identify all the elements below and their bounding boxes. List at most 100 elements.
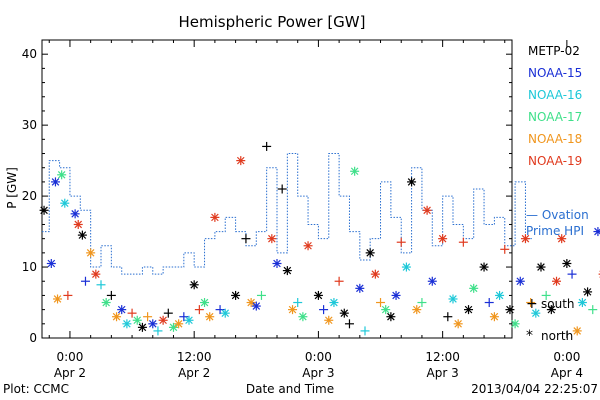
observation-south-point: [334, 276, 344, 286]
x-tick-date: Apr 3: [302, 366, 334, 380]
observation-south-point: [526, 298, 536, 308]
observation-south-point: [153, 326, 163, 336]
observation-north-point: [495, 290, 505, 300]
observation-south-point: [567, 269, 577, 279]
observation-north-point: [205, 312, 215, 322]
observation-south-point: [143, 312, 153, 322]
observation-north-point: [282, 266, 292, 276]
observation-north-point: [117, 305, 127, 315]
observation-north-point: [53, 294, 63, 304]
x-tick-time: 0:00: [553, 350, 580, 364]
observation-north-point: [267, 234, 277, 244]
observation-north-point: [552, 276, 562, 286]
observation-north-point: [220, 308, 230, 318]
observation-north-point: [288, 305, 298, 315]
observation-north-point: [448, 294, 458, 304]
observation-north-point: [57, 170, 67, 180]
observation-north-point: [536, 262, 546, 272]
y-tick-label: 20: [22, 189, 37, 203]
observation-north-point: [438, 234, 448, 244]
legend-item-metp-02: METP-02: [528, 44, 580, 58]
x-tick-time: 0:00: [56, 350, 83, 364]
observation-south-point: [256, 290, 266, 300]
observation-north-point: [86, 248, 96, 258]
legend-item-noaa-15: NOAA-15: [528, 66, 582, 80]
observation-south-point: [63, 290, 73, 300]
x-tick-time: 0:00: [305, 350, 332, 364]
observation-north-point: [577, 298, 587, 308]
observation-north-point: [412, 305, 422, 315]
observation-north-point: [339, 308, 349, 318]
observation-north-point: [101, 298, 111, 308]
observation-north-point: [531, 308, 541, 318]
observation-north-point: [381, 305, 391, 315]
observation-south-point: [360, 326, 370, 336]
observation-north-point: [479, 262, 489, 272]
observation-north-point: [251, 301, 261, 311]
observation-north-point: [70, 209, 80, 219]
observation-north-point: [200, 298, 210, 308]
plot-credit: Plot: CCMC: [3, 382, 69, 396]
observation-south-point: [500, 244, 510, 254]
observation-north-point: [324, 315, 334, 325]
x-tick-time: 12:00: [177, 350, 212, 364]
x-axis-ticks: 0:00 Apr 2 12:00 Apr 2 0:00 Apr 3 12:00 Apr 3 0:…: [48, 40, 583, 380]
y-tick-label: 0: [29, 331, 37, 345]
legend-ovation-line1: — Ovation: [526, 208, 589, 222]
legend-symbol-north: north: [541, 329, 573, 343]
observation-north-point: [422, 205, 432, 215]
y-tick-label: 40: [22, 47, 37, 61]
observation-north-point: [158, 315, 168, 325]
x-tick-date: Apr 2: [54, 366, 86, 380]
observation-south-point: [344, 319, 354, 329]
observation-north-point: [148, 319, 158, 329]
observation-north-point: [583, 287, 593, 297]
observation-south-point: [484, 298, 494, 308]
observation-north-point: [168, 322, 178, 332]
x-tick-date: Apr 4: [551, 366, 583, 380]
legend-item-noaa-18: NOAA-18: [528, 132, 582, 146]
y-tick-label: 30: [22, 118, 37, 132]
observation-south-point: [443, 312, 453, 322]
observation-north-point: [365, 248, 375, 258]
ovation-series: [42, 153, 532, 275]
observation-north-point: [236, 156, 246, 166]
observation-south-point: [262, 141, 272, 151]
observation-south-point: [80, 276, 90, 286]
observation-north-point: [355, 283, 365, 293]
observation-north-point: [401, 262, 411, 272]
x-tick-time: 12:00: [425, 350, 460, 364]
legend-ovation-line2: Prime HPI: [526, 224, 584, 238]
observation-north-point: [464, 305, 474, 315]
observation-north-point: [453, 319, 463, 329]
observation-north-point: [231, 290, 241, 300]
observation-north-point: [427, 276, 437, 286]
observation-north-point: [210, 212, 220, 222]
observation-north-point: [189, 280, 199, 290]
observation-south-point: [179, 312, 189, 322]
observation-south-point: [277, 184, 287, 194]
observation-north-point: [386, 312, 396, 322]
x-tick-date: Apr 3: [427, 366, 459, 380]
x-tick-date: Apr 2: [178, 366, 210, 380]
y-axis-ticks: 0 10 20 30 40: [22, 47, 512, 345]
observation-south-point: [376, 298, 386, 308]
y-tick-label: 10: [22, 260, 37, 274]
observation-south-point: [458, 237, 468, 247]
observation-north-point: [174, 319, 184, 329]
observation-north-point: [515, 276, 525, 286]
observation-south-point: [215, 305, 225, 315]
observation-north-point: [246, 298, 256, 308]
observation-north-point: [313, 290, 323, 300]
observation-north-point: [132, 315, 142, 325]
plot-frame: [41, 39, 513, 339]
observation-north-point: [391, 290, 401, 300]
y-axis-label: P [GW]: [5, 167, 19, 209]
observation-north-point: [184, 315, 194, 325]
observation-north-point: [469, 283, 479, 293]
observation-north-point: [572, 326, 582, 336]
observation-north-point: [562, 259, 572, 268]
legend-item-noaa-17: NOAA-17: [528, 110, 582, 124]
observation-north-point: [546, 305, 556, 315]
